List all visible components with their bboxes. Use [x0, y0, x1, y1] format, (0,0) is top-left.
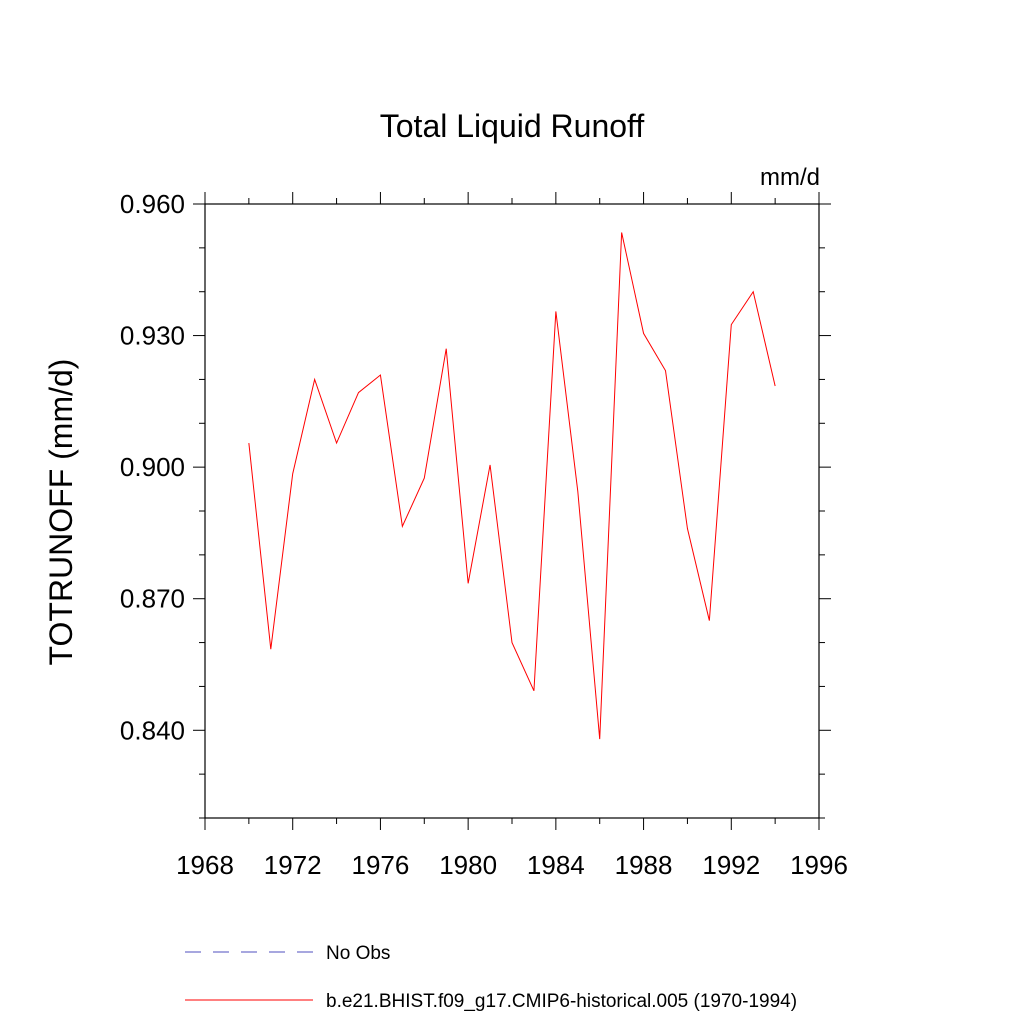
x-tick-label: 1968 [176, 850, 234, 880]
y-tick-label: 0.960 [120, 189, 185, 219]
x-tick-label: 1996 [790, 850, 848, 880]
legend: No Obs b.e21.BHIST.f09_g17.CMIP6-historic… [185, 943, 797, 1012]
x-tick-label: 1972 [264, 850, 322, 880]
series-layer [248, 232, 776, 740]
x-tick-label: 1980 [439, 850, 497, 880]
y-axis: 0.840 0.870 0.900 0.930 0.960 [120, 189, 831, 819]
x-tick-label: 1988 [615, 850, 673, 880]
legend-label: No Obs [326, 943, 390, 964]
units-label: mm/d [760, 164, 820, 191]
x-tick-label: 1984 [527, 850, 585, 880]
y-tick-label: 0.930 [120, 321, 185, 351]
x-tick-label: 1992 [702, 850, 760, 880]
x-tick-label: 1976 [352, 850, 410, 880]
x-axis: 1968 1972 1976 1980 1984 1988 1992 1996 [176, 192, 848, 880]
chart-title: Total Liquid Runoff [380, 108, 645, 144]
y-axis-label: TOTRUNOFF (mm/d) [43, 359, 79, 666]
y-tick-label: 0.900 [120, 452, 185, 482]
series-line [248, 232, 776, 740]
y-tick-label: 0.840 [120, 715, 185, 745]
legend-label: b.e21.BHIST.f09_g17.CMIP6-historical.005… [326, 991, 797, 1012]
plot-frame [204, 203, 820, 819]
y-tick-label: 0.870 [120, 584, 185, 614]
